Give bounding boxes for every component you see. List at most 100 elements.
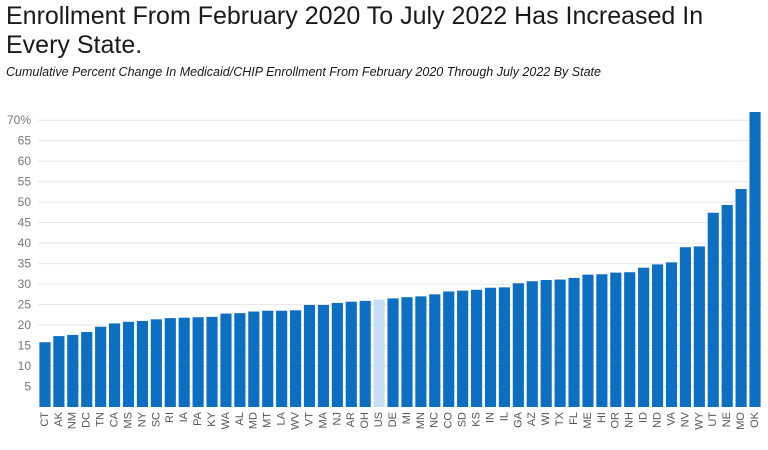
x-tick-label: SD xyxy=(457,412,469,427)
y-tick-label: 40 xyxy=(18,236,32,250)
x-tick-label: MT xyxy=(262,412,274,428)
y-tick-label: 50 xyxy=(18,195,32,209)
x-tick-label: MO xyxy=(735,412,747,430)
y-tick-label: 5 xyxy=(24,380,31,394)
bar-tx xyxy=(554,279,566,407)
x-tick-label: LA xyxy=(276,411,288,425)
y-tick-label: 45 xyxy=(18,216,32,230)
bar-nc xyxy=(429,294,441,407)
x-tick-label: NV xyxy=(679,411,691,427)
x-tick-label: US xyxy=(373,412,385,427)
y-tick-label: 10 xyxy=(18,359,32,373)
x-tick-label: NY xyxy=(136,411,148,427)
x-tick-label: MN xyxy=(415,412,427,429)
y-tick-label: 15 xyxy=(18,339,32,353)
y-tick-label: 70% xyxy=(7,113,31,127)
x-tick-label: KY xyxy=(206,411,218,426)
x-tick-label: OK xyxy=(749,411,761,428)
bar-la xyxy=(276,310,288,407)
x-tick-label: GA xyxy=(512,411,524,428)
x-tick-label: NJ xyxy=(331,412,343,425)
bar-ks xyxy=(471,289,483,407)
bar-nd xyxy=(652,264,664,407)
x-tick-label: WV xyxy=(289,411,301,429)
x-tick-label: AZ xyxy=(526,412,538,426)
x-tick-label: IA xyxy=(178,411,190,422)
x-tick-label: RI xyxy=(164,412,176,423)
bar-wi xyxy=(540,279,552,407)
x-tick-label: CA xyxy=(108,411,120,427)
x-tick-label: WI xyxy=(540,412,552,425)
bar-ms xyxy=(122,321,135,407)
x-tick-label: MI xyxy=(401,412,413,424)
x-tick-label: IL xyxy=(498,412,510,421)
bar-nh xyxy=(624,272,636,407)
x-tick-label: NM xyxy=(67,412,79,429)
bar-nj xyxy=(331,302,343,407)
x-tick-label: NC xyxy=(429,412,441,428)
bar-mt xyxy=(262,310,274,407)
x-tick-label: OH xyxy=(359,412,371,429)
x-tick-label: DE xyxy=(387,412,399,427)
x-tick-label: MS xyxy=(122,412,134,429)
bar-nm xyxy=(67,334,79,407)
y-tick-label: 25 xyxy=(18,298,32,312)
x-tick-label: WA xyxy=(220,411,232,429)
y-tick-label: 30 xyxy=(18,277,32,291)
bar-in xyxy=(484,287,497,407)
x-tick-label: TN xyxy=(95,412,107,427)
x-tick-label: WY xyxy=(693,411,705,429)
chart-title: Enrollment From February 2020 To July 20… xyxy=(6,2,704,59)
x-tick-label: KS xyxy=(470,412,482,427)
bar-ct xyxy=(39,342,51,407)
bar-ia xyxy=(178,317,190,407)
x-tick-label: VA xyxy=(665,411,677,426)
x-tick-label: CO xyxy=(443,412,455,429)
bar-mo xyxy=(735,189,747,407)
bar-nv xyxy=(679,247,691,407)
bar-al xyxy=(234,313,246,407)
x-tick-label: OR xyxy=(610,412,622,429)
bar-wy xyxy=(693,246,705,407)
bar-id xyxy=(638,267,650,407)
x-tick-label: SC xyxy=(150,412,162,427)
chart-subtitle: Cumulative Percent Change In Medicaid/CH… xyxy=(6,65,601,79)
bar-or xyxy=(610,272,622,407)
y-tick-label: 35 xyxy=(18,257,32,271)
bar-mi xyxy=(401,297,413,407)
bar-ga xyxy=(512,283,524,407)
bar-ny xyxy=(136,320,148,407)
bar-pa xyxy=(192,317,204,407)
bar-tn xyxy=(95,326,107,407)
y-tick-label: 20 xyxy=(18,318,32,332)
x-tick-label: MD xyxy=(248,412,260,429)
bar-sd xyxy=(457,290,469,407)
x-tick-label: MA xyxy=(317,411,329,428)
x-tick-label: AL xyxy=(234,412,246,425)
x-tick-label: PA xyxy=(192,411,204,426)
bar-dc xyxy=(81,332,93,407)
bar-ky xyxy=(206,316,218,407)
x-tick-label: NE xyxy=(721,412,733,427)
bar-ar xyxy=(345,301,357,407)
bar-il xyxy=(498,287,510,407)
bar-ut xyxy=(707,212,719,407)
bar-me xyxy=(582,274,594,407)
bar-wa xyxy=(220,313,232,407)
x-tick-label: HI xyxy=(596,412,608,423)
x-tick-label: VT xyxy=(303,412,315,426)
bar-sc xyxy=(150,319,162,407)
bar-mn xyxy=(415,296,427,407)
bar-de xyxy=(387,298,399,407)
bar-md xyxy=(248,311,260,407)
bar-vt xyxy=(303,304,316,407)
bar-us xyxy=(373,299,385,407)
bar-va xyxy=(665,262,678,407)
x-tick-label: UT xyxy=(707,412,719,427)
x-tick-label: TX xyxy=(554,411,566,426)
bar-ri xyxy=(164,318,176,407)
x-tick-label: ID xyxy=(638,412,650,423)
x-tick-label: ME xyxy=(582,412,594,429)
bar-hi xyxy=(596,274,608,407)
